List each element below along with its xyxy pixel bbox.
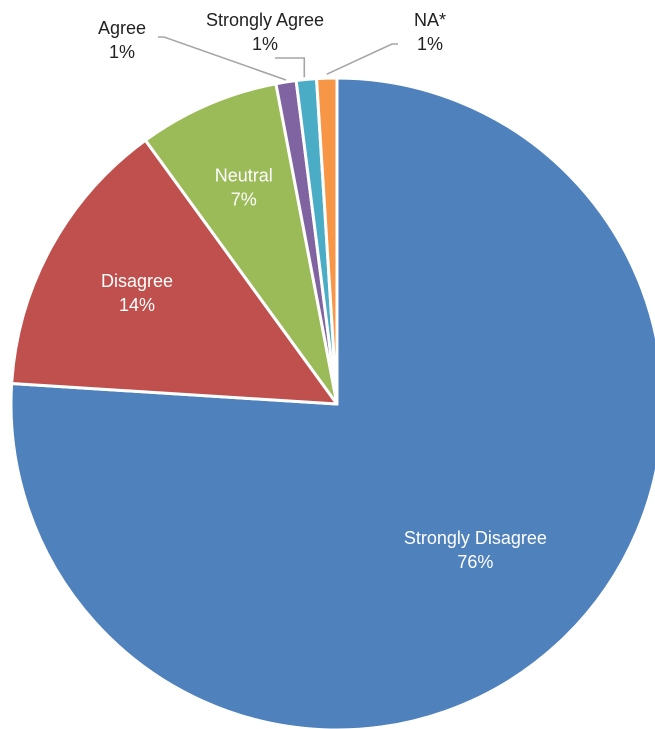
labels-layer: Strongly Disagree 76% Disagree 14% Neutral 7%…: [98, 10, 547, 572]
pie-slice-strongly-disagree: [9, 76, 655, 729]
pie-slice-disagree: [10, 138, 339, 406]
slices-layer: [9, 76, 655, 729]
slice-label-strongly-disagree: Strongly Disagree 76%: [404, 528, 547, 572]
slice-label-neutral: Neutral 7%: [215, 165, 273, 209]
leader-lines-layer: [158, 36, 398, 81]
slice-label-disagree: Disagree 14%: [101, 271, 173, 315]
slice-label-strongly-agree: Strongly Agree 1%: [206, 10, 324, 54]
leader-line-strongly-agree: [275, 57, 306, 78]
slice-label-na: NA* 1%: [414, 10, 446, 54]
leader-line-na: [326, 43, 398, 75]
leader-line-agree: [158, 36, 287, 81]
pie-slice-neutral: [143, 82, 339, 406]
slice-label-agree: Agree 1%: [98, 18, 146, 62]
pie-slice-na: [315, 76, 339, 406]
